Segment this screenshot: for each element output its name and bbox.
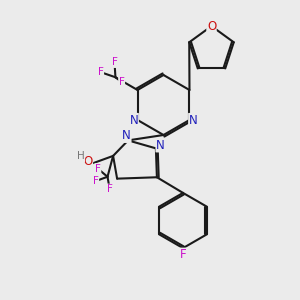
Text: O: O <box>83 155 93 168</box>
Text: F: F <box>98 67 103 77</box>
Text: F: F <box>95 164 101 174</box>
Text: F: F <box>112 57 118 68</box>
Text: N: N <box>156 139 165 152</box>
Text: H: H <box>77 152 85 161</box>
Text: O: O <box>207 20 216 33</box>
Text: N: N <box>130 113 138 127</box>
Text: F: F <box>119 77 124 87</box>
Text: F: F <box>180 248 186 261</box>
Text: F: F <box>107 184 112 194</box>
Text: N: N <box>122 129 131 142</box>
Text: F: F <box>93 176 99 186</box>
Text: N: N <box>189 113 197 127</box>
